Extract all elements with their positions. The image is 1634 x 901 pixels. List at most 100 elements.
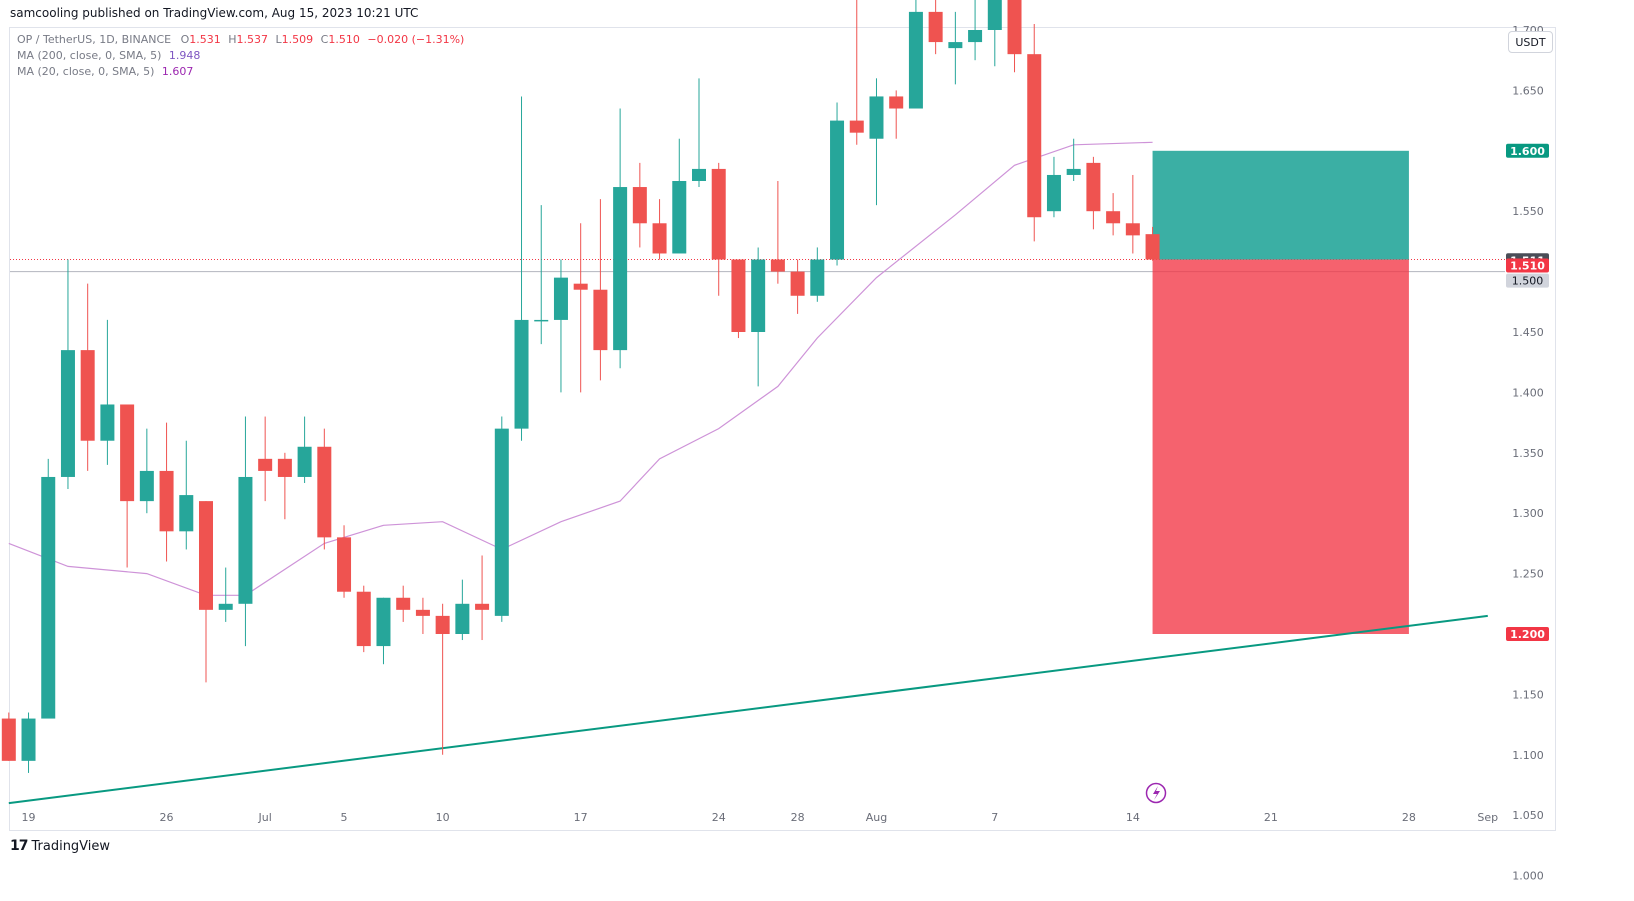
candle[interactable] bbox=[1, 712, 16, 761]
time-tick-label: 10 bbox=[436, 811, 450, 824]
candle[interactable] bbox=[928, 0, 943, 55]
candle[interactable] bbox=[849, 0, 864, 145]
candle[interactable] bbox=[199, 501, 213, 683]
time-tick-label: 7 bbox=[991, 811, 998, 824]
stop-zone[interactable] bbox=[1152, 259, 1409, 634]
candle-body bbox=[80, 350, 95, 441]
candle[interactable] bbox=[1106, 193, 1121, 236]
candle[interactable] bbox=[139, 428, 154, 514]
candle-body bbox=[415, 609, 430, 616]
candle[interactable] bbox=[80, 283, 95, 471]
candle[interactable] bbox=[475, 555, 490, 641]
candle[interactable] bbox=[869, 78, 884, 206]
candle[interactable] bbox=[672, 138, 687, 254]
candle[interactable] bbox=[652, 199, 667, 260]
chart-pane[interactable] bbox=[9, 27, 1556, 831]
candle[interactable] bbox=[218, 567, 233, 622]
price-badge-label: 1.600 bbox=[1510, 145, 1545, 158]
price-badge[interactable] bbox=[1506, 258, 1549, 273]
candle[interactable] bbox=[593, 199, 608, 381]
candle[interactable] bbox=[751, 247, 766, 387]
candle[interactable] bbox=[277, 452, 292, 520]
time-tick-label: 5 bbox=[341, 811, 348, 824]
candle[interactable] bbox=[810, 247, 825, 302]
ma200-label: MA (200, close, 0, SMA, 5) bbox=[17, 49, 162, 62]
currency-button[interactable]: USDT bbox=[1508, 31, 1553, 53]
candle[interactable] bbox=[889, 90, 904, 139]
time-tick-label: 14 bbox=[1126, 811, 1140, 824]
price-badge[interactable] bbox=[1506, 143, 1549, 158]
candle[interactable] bbox=[692, 78, 706, 188]
candle[interactable] bbox=[297, 416, 312, 483]
price-badge-label: 1.500 bbox=[1512, 275, 1544, 288]
price-tick-label: 1.250 bbox=[1512, 568, 1544, 581]
price-tick-label: 1.650 bbox=[1512, 84, 1544, 97]
candle-body bbox=[1007, 0, 1022, 55]
candle[interactable] bbox=[41, 458, 56, 719]
price-badge[interactable] bbox=[1506, 273, 1549, 288]
candle[interactable] bbox=[1027, 23, 1042, 242]
candle[interactable] bbox=[613, 108, 628, 369]
candle-body bbox=[21, 718, 36, 761]
candle-body bbox=[830, 120, 845, 260]
candle-body bbox=[692, 168, 706, 181]
candle[interactable] bbox=[238, 416, 253, 647]
candle[interactable] bbox=[494, 416, 509, 622]
candle[interactable] bbox=[100, 319, 115, 465]
candle[interactable] bbox=[770, 181, 785, 284]
candle[interactable] bbox=[376, 597, 391, 665]
candle[interactable] bbox=[1145, 226, 1160, 261]
candle[interactable] bbox=[731, 259, 746, 339]
candle[interactable] bbox=[987, 0, 1002, 67]
candle[interactable] bbox=[1046, 156, 1061, 218]
candle[interactable] bbox=[632, 162, 647, 248]
candle[interactable] bbox=[948, 11, 963, 85]
candle[interactable] bbox=[514, 96, 529, 441]
price-tick-label: 1.150 bbox=[1512, 688, 1544, 701]
candle[interactable] bbox=[317, 428, 332, 550]
candle-body bbox=[731, 259, 746, 332]
candle-body bbox=[258, 458, 273, 471]
candle[interactable] bbox=[356, 585, 371, 653]
candle[interactable] bbox=[573, 223, 588, 393]
candle[interactable] bbox=[435, 603, 450, 755]
candle-body bbox=[199, 501, 213, 610]
candle[interactable] bbox=[830, 102, 845, 266]
candle[interactable] bbox=[258, 416, 273, 502]
trendline[interactable] bbox=[8, 614, 1488, 805]
candle[interactable] bbox=[908, 0, 923, 109]
candle[interactable] bbox=[21, 712, 36, 773]
candle[interactable] bbox=[968, 0, 983, 61]
candle-body bbox=[120, 404, 135, 502]
legend-open-value: 1.531 bbox=[189, 33, 221, 46]
candle[interactable] bbox=[553, 259, 568, 393]
candle[interactable] bbox=[1007, 0, 1022, 73]
candle-body bbox=[159, 470, 174, 532]
candle-body bbox=[652, 223, 667, 254]
candle[interactable] bbox=[711, 162, 726, 296]
price-axis: 0.9501.0001.0501.1001.1501.2501.3001.350… bbox=[1506, 24, 1549, 883]
candle[interactable] bbox=[415, 597, 430, 634]
candle[interactable] bbox=[120, 404, 135, 568]
candle[interactable] bbox=[1086, 156, 1101, 230]
candle-body bbox=[475, 603, 490, 610]
candle[interactable] bbox=[337, 525, 352, 598]
candle[interactable] bbox=[534, 205, 549, 345]
target-zone[interactable] bbox=[1152, 150, 1409, 260]
candle-body bbox=[810, 259, 825, 296]
time-tick-label: 17 bbox=[574, 811, 588, 824]
candle[interactable] bbox=[455, 579, 470, 641]
time-tick-label: Sep bbox=[1477, 811, 1498, 824]
price-badge[interactable] bbox=[1506, 627, 1549, 641]
legend-close-label: C bbox=[320, 33, 329, 46]
candle[interactable] bbox=[60, 259, 75, 490]
candle[interactable] bbox=[1066, 138, 1081, 181]
lightning-icon[interactable] bbox=[1145, 782, 1167, 804]
candle[interactable] bbox=[790, 259, 805, 314]
candle[interactable] bbox=[1125, 174, 1140, 254]
candle[interactable] bbox=[159, 422, 174, 562]
candle-body bbox=[1125, 223, 1140, 236]
candle[interactable] bbox=[179, 440, 194, 550]
candle[interactable] bbox=[396, 585, 411, 622]
